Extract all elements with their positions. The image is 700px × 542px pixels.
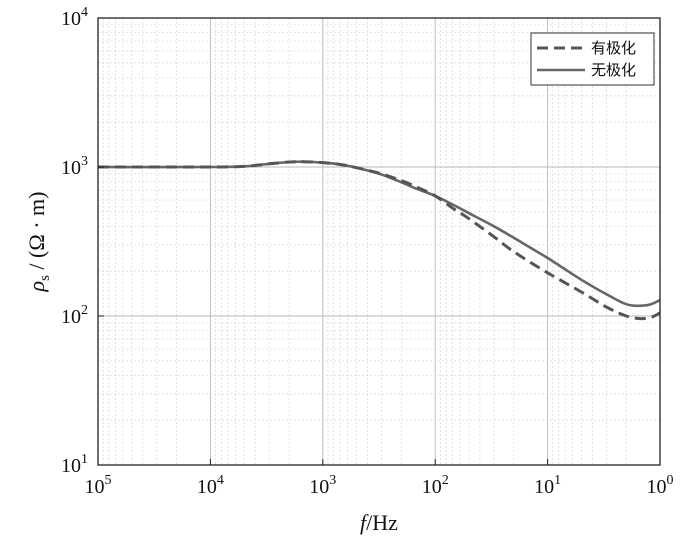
series-layer xyxy=(97,160,661,321)
y-axis-unit: / (Ω · m) xyxy=(24,192,49,276)
ticks: 105 104 103 102 101 100 101 102 103 104 xyxy=(61,5,674,498)
x-tick-label: 102 xyxy=(422,473,449,498)
series-line-solid xyxy=(97,160,661,308)
x-tick-label: 100 xyxy=(647,473,674,498)
legend-label-dashed: 有极化 xyxy=(591,39,636,57)
y-tick-label: 102 xyxy=(61,303,88,328)
plot-area-frame xyxy=(97,17,661,466)
y-axis-label: ρs / (Ω · m) xyxy=(24,192,53,293)
x-tick-label: 104 xyxy=(197,473,224,498)
series-line-dashed xyxy=(97,160,661,321)
x-axis-variable: f xyxy=(360,510,369,535)
x-axis-unit: /Hz xyxy=(366,510,398,535)
x-tick-label: 101 xyxy=(534,473,561,498)
y-axis-variable: ρ xyxy=(24,281,49,293)
legend: 有极化 无极化 xyxy=(530,32,655,86)
legend-box xyxy=(530,32,655,86)
x-axis-label: f/Hz xyxy=(360,510,398,535)
y-tick-label: 101 xyxy=(61,452,88,477)
grid xyxy=(98,18,661,466)
y-axis-subscript: s xyxy=(37,275,53,281)
legend-label-solid: 无极化 xyxy=(591,61,636,79)
y-tick-label: 103 xyxy=(61,154,88,179)
x-tick-label: 103 xyxy=(309,473,336,498)
y-tick-label: 104 xyxy=(61,5,88,30)
x-tick-label: 105 xyxy=(85,473,112,498)
